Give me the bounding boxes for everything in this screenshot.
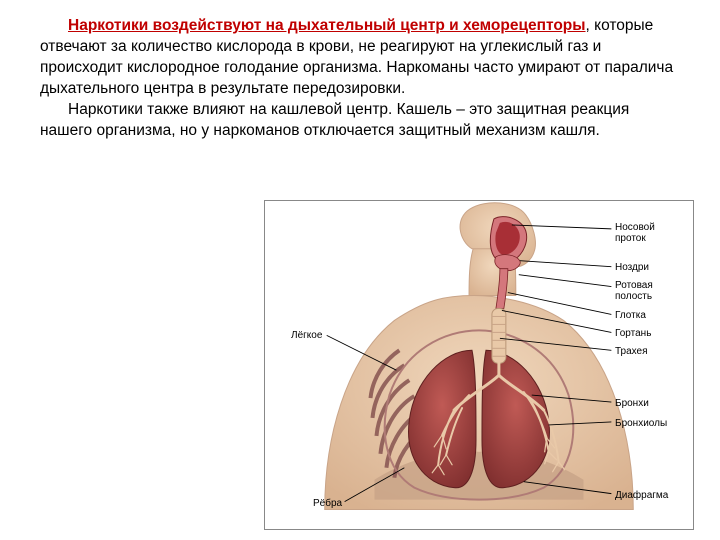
- text-block: Наркотики воздействуют на дыхательный це…: [0, 0, 720, 142]
- diagram-label: Трахея: [615, 347, 648, 358]
- diagram-label: Ротовая полость: [615, 281, 653, 302]
- diagram-label: Носовой проток: [615, 223, 655, 244]
- diagram-label: Бронхиолы: [615, 419, 667, 430]
- trachea: [492, 308, 506, 363]
- diagram-label: Ноздри: [615, 263, 649, 274]
- diagram-svg: [265, 201, 693, 529]
- diagram-label: Рёбра: [313, 499, 342, 510]
- diagram-label: Лёгкое: [291, 331, 322, 342]
- diagram-label: Бронхи: [615, 399, 649, 410]
- paragraph-1: Наркотики воздействуют на дыхательный це…: [40, 16, 680, 100]
- tongue-shape: [495, 255, 520, 271]
- diagram-label: Диафрагма: [615, 491, 668, 502]
- highlighted-title: Наркотики воздействуют на дыхательный це…: [68, 17, 586, 34]
- paragraph-2: Наркотики также влияют на кашлевой центр…: [40, 100, 680, 142]
- respiratory-diagram: Носовой проток Ноздри Ротовая полость Глотк…: [264, 200, 694, 530]
- diagram-label: Гортань: [615, 329, 651, 340]
- diagram-label: Глотка: [615, 311, 646, 322]
